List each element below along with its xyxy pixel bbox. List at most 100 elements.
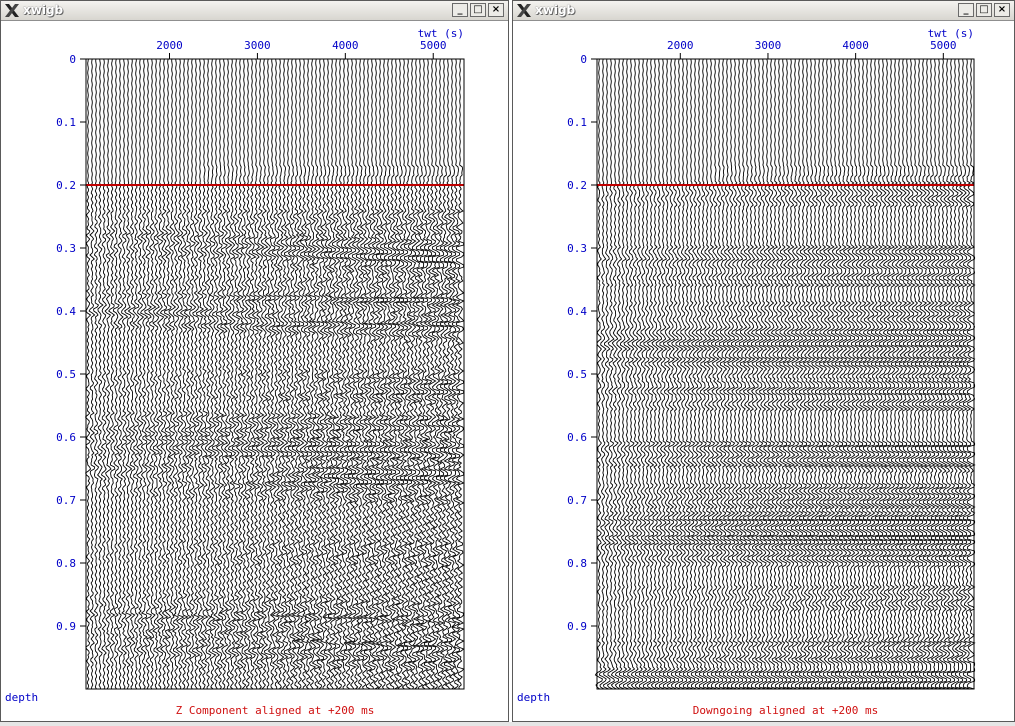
- wiggle-trace: [339, 58, 349, 690]
- y-tick-label: 0.8: [567, 557, 587, 570]
- wiggle-trace: [127, 58, 136, 690]
- xwigb-window-right[interactable]: xwigb _ □ × 2000 3000 4000 5000 twt (s) …: [512, 0, 1015, 722]
- y-axis-label: depth: [517, 691, 550, 704]
- minimize-button[interactable]: _: [958, 3, 974, 17]
- wiggle-trace: [215, 58, 225, 690]
- wiggle-trace: [602, 58, 611, 690]
- wiggle-trace: [690, 58, 700, 690]
- close-button[interactable]: ×: [488, 3, 504, 17]
- y-axis-label: depth: [5, 691, 38, 704]
- x-tick-label: 2000: [156, 39, 183, 52]
- seismic-wiggle-plot[interactable]: 2000 3000 4000 5000 twt (s) 0 0.1 0.2 0.…: [1, 21, 508, 721]
- wiggle-trace: [674, 58, 684, 690]
- maximize-button[interactable]: □: [470, 3, 486, 17]
- wiggle-trace: [938, 58, 948, 690]
- wiggle-trace: [814, 58, 824, 690]
- plot-caption: Z Component aligned at +200 ms: [176, 704, 375, 717]
- x11-logo-icon: [517, 4, 531, 17]
- wiggle-trace: [431, 58, 441, 690]
- wiggle-trace: [878, 58, 888, 690]
- wiggle-trace: [774, 58, 784, 690]
- wiggle-trace: [327, 58, 337, 690]
- wiggle-trace: [818, 59, 828, 690]
- wiggle-trace: [710, 58, 720, 690]
- wiggle-trace: [423, 58, 433, 690]
- wiggle-trace: [403, 58, 413, 690]
- wiggle-trace: [267, 58, 277, 690]
- wiggle-trace: [758, 58, 768, 690]
- wiggle-trace: [906, 59, 916, 690]
- window-titlebar[interactable]: xwigb _ □ ×: [513, 1, 1014, 21]
- wiggle-trace: [167, 58, 177, 690]
- wiggle-trace: [898, 58, 908, 690]
- wiggle-trace: [694, 58, 704, 690]
- wiggle-trace: [958, 58, 968, 690]
- wiggle-trace: [303, 58, 313, 690]
- wiggle-trace: [223, 58, 233, 690]
- wiggle-traces: [594, 58, 976, 690]
- wiggle-trace: [399, 58, 409, 690]
- wiggle-trace: [455, 58, 465, 690]
- wiggle-trace: [451, 58, 461, 690]
- wiggle-trace: [686, 58, 696, 690]
- wiggle-trace: [243, 58, 253, 690]
- window-titlebar[interactable]: xwigb _ □ ×: [1, 1, 508, 21]
- x-axis-ticks: 2000 3000 4000 5000: [156, 39, 446, 52]
- wiggle-trace: [132, 59, 140, 690]
- maximize-button[interactable]: □: [976, 3, 992, 17]
- y-tick-label: 0.5: [567, 368, 587, 381]
- wiggle-trace: [930, 58, 940, 690]
- y-tick-label: 0.2: [56, 179, 76, 192]
- wiggle-trace: [415, 58, 425, 690]
- wiggle-trace: [790, 58, 800, 690]
- wiggle-trace: [323, 58, 333, 690]
- y-tick-label: 0.8: [56, 557, 76, 570]
- wiggle-trace: [159, 58, 169, 690]
- wiggle-trace: [188, 58, 197, 690]
- wiggle-trace: [742, 58, 752, 690]
- wiggle-trace: [235, 58, 245, 690]
- close-button[interactable]: ×: [994, 3, 1010, 17]
- seismic-wiggle-plot[interactable]: 2000 3000 4000 5000 twt (s) 0 0.1 0.2 0.…: [513, 21, 1014, 721]
- wiggle-trace: [375, 58, 385, 690]
- wiggle-trace: [100, 58, 108, 690]
- wiggle-trace: [231, 58, 241, 690]
- wiggle-trace: [295, 58, 305, 690]
- wiggle-trace: [347, 58, 357, 690]
- wiggle-trace: [614, 58, 624, 690]
- wiggle-trace: [638, 58, 648, 690]
- wiggle-trace: [698, 58, 708, 690]
- wiggle-trace: [93, 58, 100, 690]
- wiggle-trace: [171, 58, 181, 690]
- xwigb-window-left[interactable]: xwigb _ □ × 2000 3000 4000 5000 twt (s) …: [0, 0, 509, 722]
- wiggle-trace: [199, 58, 209, 690]
- wiggle-trace: [136, 58, 145, 690]
- wiggle-trace: [630, 58, 640, 690]
- wiggle-trace: [435, 58, 445, 689]
- wiggle-trace: [778, 58, 788, 690]
- wiggle-trace: [738, 58, 748, 690]
- wiggle-trace: [610, 58, 620, 690]
- wiggle-trace: [890, 58, 900, 690]
- y-tick-label: 0.5: [56, 368, 76, 381]
- wiggle-trace: [910, 58, 920, 690]
- wiggle-trace: [750, 58, 760, 690]
- wiggle-trace: [387, 58, 397, 690]
- wiggle-trace: [152, 58, 161, 690]
- x-tick-label: 4000: [842, 39, 869, 52]
- x-tick-label: 3000: [755, 39, 782, 52]
- wiggle-trace: [606, 58, 616, 690]
- wiggle-trace: [120, 58, 129, 690]
- wiggle-trace: [84, 58, 92, 690]
- minimize-button[interactable]: _: [452, 3, 468, 17]
- wiggle-trace: [271, 58, 281, 690]
- y-tick-label: 0.3: [56, 242, 76, 255]
- wiggle-trace: [395, 59, 405, 690]
- x-tick-label: 5000: [930, 39, 957, 52]
- wiggle-trace: [746, 58, 756, 690]
- wiggle-trace: [914, 58, 924, 690]
- wiggle-trace: [439, 58, 449, 690]
- wiggle-trace: [682, 58, 692, 690]
- wiggle-trace: [934, 58, 944, 690]
- x-axis-label: twt (s): [928, 27, 974, 40]
